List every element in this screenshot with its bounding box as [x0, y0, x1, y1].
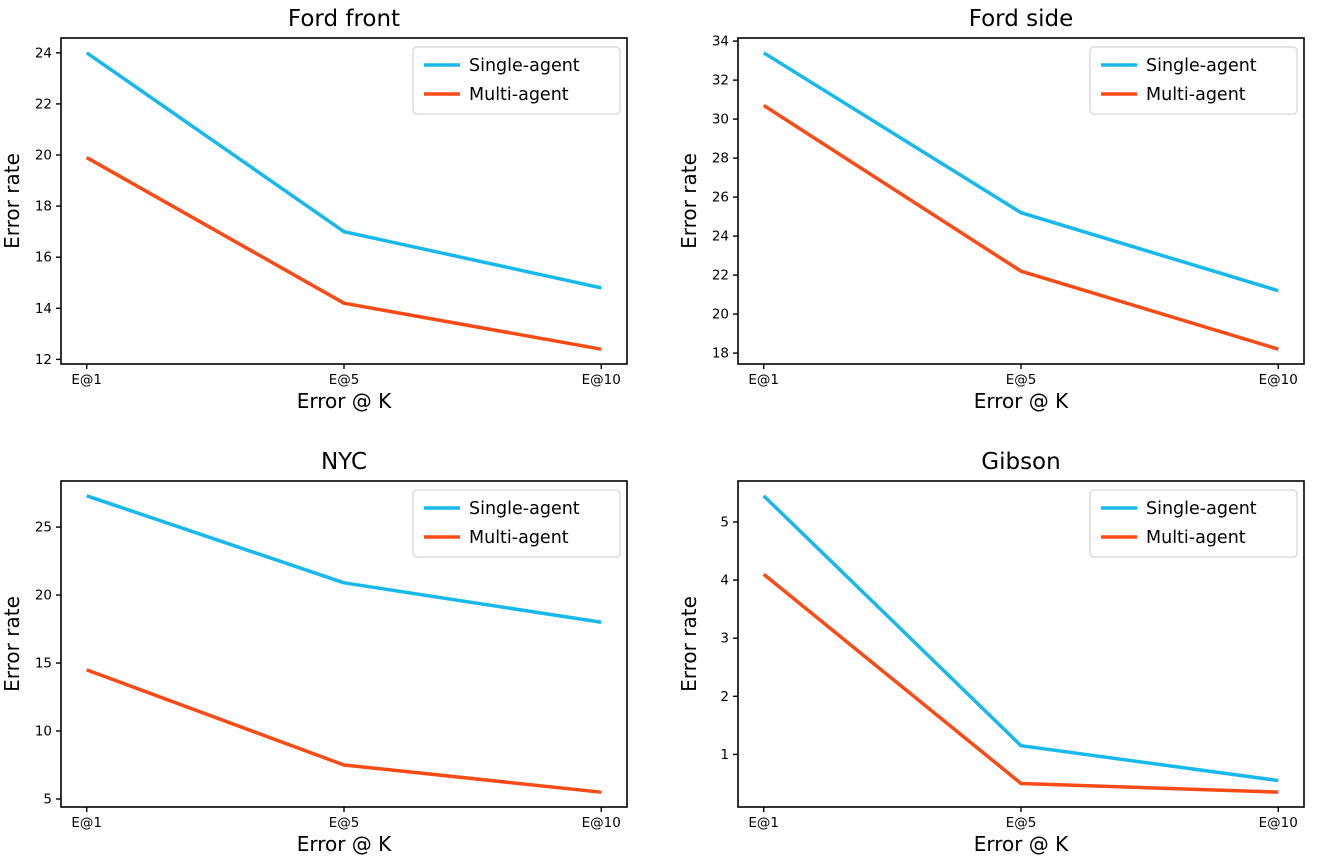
- chart-title: Ford side: [969, 6, 1074, 32]
- chart-ford-side-svg: 18 20 22 24 26 28 30 32 34 E@1 E@5 E@10 Error @ K Err…: [677, 6, 1305, 413]
- x-axis-label: Error @ K: [974, 389, 1069, 413]
- y-tick-label: 3: [720, 631, 729, 647]
- y-tick-label: 32: [712, 73, 729, 89]
- y-tick-label: 12: [35, 352, 52, 368]
- y-tick-label: 20: [712, 307, 729, 323]
- subplot-ford-front: 12 14 16 18 20 22 24 E@1 E@5 E@10 Error @ K Error r…: [0, 0, 663, 432]
- x-tick-label: E@5: [1006, 815, 1037, 831]
- x-tick-label: E@1: [71, 815, 102, 831]
- x-tick-label: E@1: [748, 815, 779, 831]
- y-tick-label: 5: [43, 791, 52, 807]
- y-tick-label: 2: [720, 689, 729, 705]
- series-line-single-agent: [762, 494, 1279, 783]
- y-tick-label: 18: [712, 346, 729, 362]
- legend-label-single-agent: Single-agent: [469, 499, 580, 519]
- x-axis-label: Error @ K: [974, 832, 1069, 856]
- y-axis-label: Error rate: [0, 596, 24, 692]
- y-tick-label: 10: [35, 724, 52, 740]
- legend-label-multi-agent: Multi-agent: [1146, 85, 1246, 105]
- y-tick-label: 22: [35, 96, 52, 112]
- x-tick-label: E@1: [748, 372, 779, 388]
- y-tick-label: 20: [35, 148, 52, 164]
- x-axis-label: Error @ K: [297, 832, 392, 856]
- y-tick-label: 24: [35, 45, 52, 61]
- y-tick-label: 26: [712, 190, 729, 206]
- y-tick-label: 14: [35, 301, 52, 317]
- y-tick-label: 4: [720, 573, 729, 589]
- series-line-multi-agent: [762, 103, 1279, 351]
- x-tick-label: E@1: [71, 372, 102, 388]
- chart-gibson-svg: 1 2 3 4 5 E@1 E@5 E@10 Error @ K Error rate Gibson…: [677, 449, 1305, 856]
- series-line-single-agent: [86, 494, 602, 624]
- y-tick-label: 1: [720, 747, 729, 763]
- x-tick-label: E@5: [1006, 372, 1037, 388]
- y-axis-label: Error rate: [0, 153, 24, 249]
- legend-box: [412, 489, 621, 558]
- y-tick-label: 30: [712, 112, 729, 128]
- series-line-single-agent: [762, 51, 1279, 293]
- x-tick-label: E@5: [329, 372, 360, 388]
- chart-title: Ford front: [288, 6, 400, 32]
- chart-title: NYC: [321, 449, 367, 475]
- y-tick-label: 16: [35, 250, 52, 266]
- subplot-ford-side: 18 20 22 24 26 28 30 32 34 E@1 E@5 E@10 Error @ K Err…: [663, 0, 1326, 432]
- x-tick-label: E@10: [1259, 372, 1298, 388]
- series-line-single-agent: [85, 51, 602, 290]
- y-tick-label: 18: [35, 199, 52, 215]
- y-tick-label: 25: [35, 520, 52, 536]
- series-line-multi-agent: [86, 668, 602, 794]
- subplot-gibson: 1 2 3 4 5 E@1 E@5 E@10 Error @ K Error rate Gibson…: [663, 432, 1326, 864]
- legend-label-single-agent: Single-agent: [1146, 499, 1257, 519]
- y-tick-label: 34: [712, 34, 729, 50]
- legend-label-multi-agent: Multi-agent: [469, 85, 569, 105]
- x-tick-label: E@10: [1259, 815, 1298, 831]
- legend: Single-agent Multi-agent: [1089, 489, 1298, 558]
- y-tick-label: 28: [712, 151, 729, 167]
- x-tick-label: E@10: [582, 815, 621, 831]
- legend-box: [412, 46, 621, 115]
- legend: Single-agent Multi-agent: [412, 46, 621, 115]
- legend-box: [1089, 489, 1298, 558]
- chart-ford-front-svg: 12 14 16 18 20 22 24 E@1 E@5 E@10 Error @ K Error r…: [0, 6, 628, 413]
- chart-title: Gibson: [981, 449, 1060, 475]
- x-tick-label: E@10: [582, 372, 621, 388]
- legend-box: [1089, 46, 1298, 115]
- y-tick-label: 5: [720, 514, 729, 530]
- y-axis-label: Error rate: [677, 153, 701, 249]
- legend-label-multi-agent: Multi-agent: [1146, 528, 1246, 548]
- x-tick-label: E@5: [329, 815, 360, 831]
- subplot-nyc: 5 10 15 20 25 E@1 E@5 E@10 Error @ K Error rate NY…: [0, 432, 663, 864]
- y-axis-label: Error rate: [677, 596, 701, 692]
- legend: Single-agent Multi-agent: [1089, 46, 1298, 115]
- legend-label-multi-agent: Multi-agent: [469, 528, 569, 548]
- y-tick-label: 22: [712, 268, 729, 284]
- chart-nyc-svg: 5 10 15 20 25 E@1 E@5 E@10 Error @ K Error rate NY…: [0, 449, 628, 856]
- series-line-multi-agent: [762, 572, 1279, 794]
- legend: Single-agent Multi-agent: [412, 489, 621, 558]
- y-tick-label: 20: [35, 588, 52, 604]
- legend-label-single-agent: Single-agent: [1146, 56, 1257, 76]
- series-line-multi-agent: [85, 156, 602, 351]
- x-axis-label: Error @ K: [297, 389, 392, 413]
- legend-label-single-agent: Single-agent: [469, 56, 580, 76]
- y-tick-label: 15: [35, 656, 52, 672]
- y-tick-label: 24: [712, 229, 729, 245]
